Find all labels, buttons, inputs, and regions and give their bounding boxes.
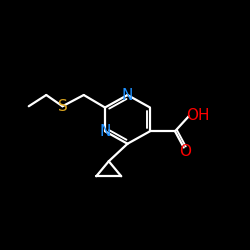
Text: O: O: [179, 144, 191, 159]
Text: OH: OH: [186, 108, 209, 122]
Text: N: N: [122, 88, 133, 102]
Text: N: N: [99, 124, 111, 139]
Text: S: S: [58, 99, 68, 114]
